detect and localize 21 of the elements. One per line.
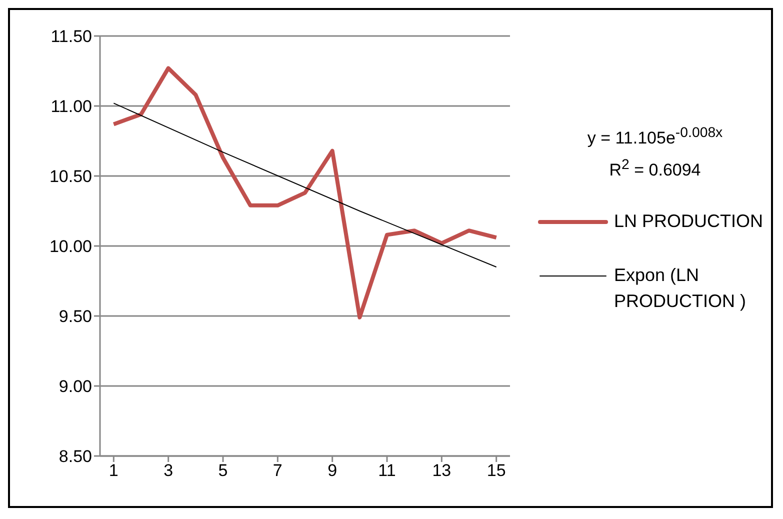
text: y = 11.105e$^{-0.008x}$	[586, 124, 724, 150]
x-tick-label: 9	[328, 461, 338, 480]
y-tick-label: 10.50	[49, 167, 92, 186]
line-series	[113, 102, 497, 268]
line-series	[112, 66, 498, 320]
y-tick-label: 9.50	[58, 307, 92, 326]
text: R$^{2}$ = 0.6094	[608, 156, 702, 182]
legend-label: LN PRODUCTION	[614, 210, 764, 233]
y-tick-label: 9.00	[58, 377, 92, 396]
x-tick-label: 7	[272, 461, 282, 480]
y-tick-label: 11.00	[50, 97, 92, 116]
y-tick-label: 8.50	[58, 447, 92, 466]
x-tick-label: 15	[486, 461, 506, 480]
x-tick-label: 3	[164, 461, 174, 480]
x-tick-label: 5	[218, 461, 228, 480]
y-tick-label: 10.00	[49, 237, 92, 256]
y-tick-label: 11.50	[50, 27, 92, 46]
x-tick-label: 13	[432, 461, 452, 480]
x-tick-label: 11	[378, 461, 396, 480]
x-tick-label: 1	[108, 461, 118, 480]
legend-label: Expon (LN PRODUCTION )	[614, 264, 747, 313]
